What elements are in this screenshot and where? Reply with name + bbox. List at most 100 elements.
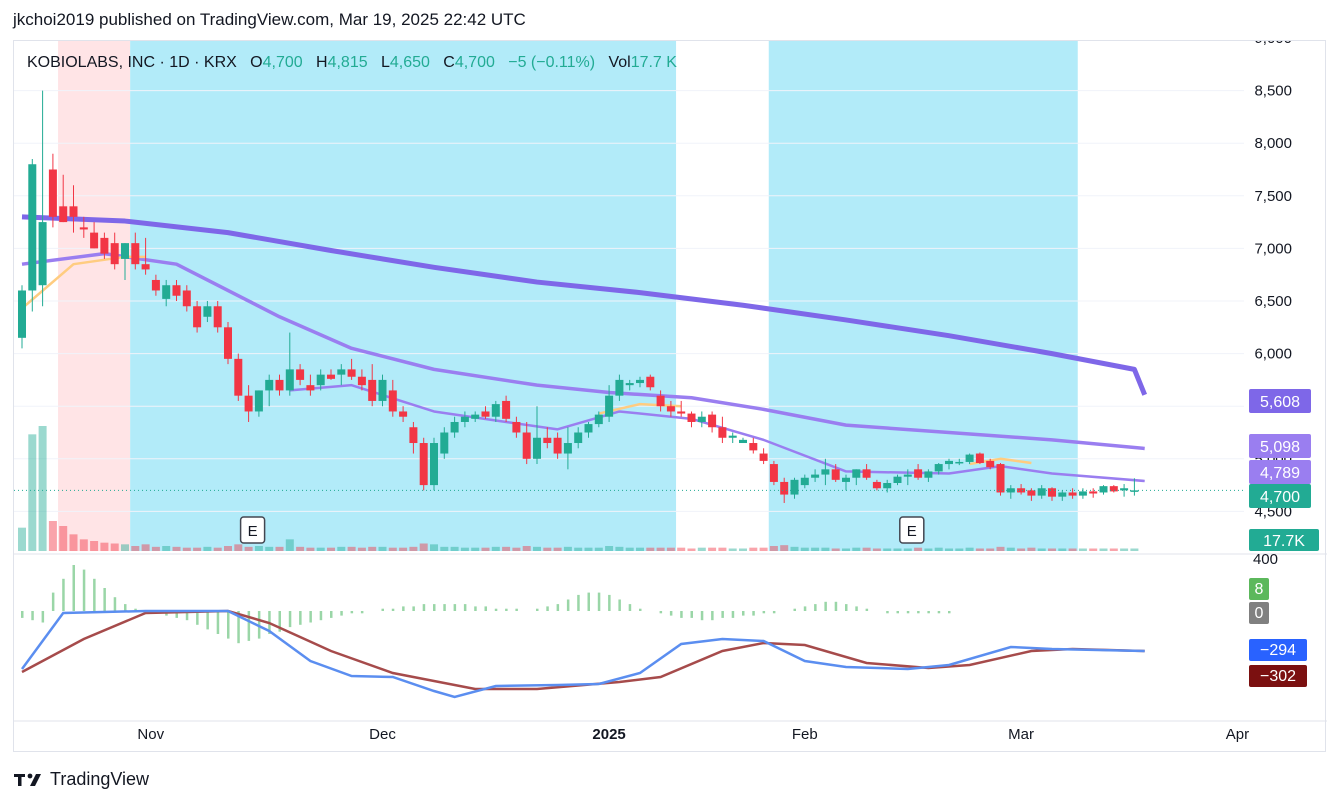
candle-body <box>893 476 902 483</box>
macd-histogram-bar <box>82 569 86 611</box>
time-tick-label: Dec <box>369 726 396 743</box>
candle-body <box>687 413 696 422</box>
price-chart[interactable]: 4,5005,0005,5006,0006,5007,0007,5008,000… <box>14 41 1327 753</box>
candle-body <box>903 474 912 477</box>
legend-vol-value: 17.7 K <box>630 54 677 71</box>
macd-histogram-bar <box>546 606 549 611</box>
tradingview-logo[interactable]: TradingView <box>14 769 149 790</box>
candle-body <box>368 379 377 401</box>
macd-histogram-bar <box>319 611 323 621</box>
candle-body <box>337 369 346 375</box>
candle-body <box>842 477 850 482</box>
volume-bar <box>110 543 119 551</box>
macd-histogram-bar <box>93 578 96 611</box>
candle-body <box>852 469 861 478</box>
volume-bar <box>131 546 140 551</box>
volume-bar <box>1068 548 1077 551</box>
macd-histogram-bar <box>855 606 858 611</box>
macd-histogram-bar <box>340 611 343 616</box>
candle-body <box>533 437 541 459</box>
candle-body <box>522 432 531 459</box>
macd-histogram-bar <box>721 611 724 618</box>
candle-body <box>213 306 222 328</box>
volume-bar <box>285 539 294 551</box>
macd-histogram-bar <box>247 611 251 641</box>
volume-bar <box>1130 548 1139 551</box>
chart-frame[interactable]: 4,5005,0005,5006,0006,5007,0007,5008,000… <box>13 40 1327 753</box>
candle-body <box>440 432 449 454</box>
volume-bar <box>491 546 500 551</box>
candle-body <box>1048 488 1056 497</box>
macd-badge-label: 0 <box>1255 605 1264 622</box>
volume-bar <box>739 548 747 551</box>
macd-histogram-bar <box>803 606 807 611</box>
volume-bar <box>883 548 892 551</box>
macd-badge <box>1249 665 1307 687</box>
macd-histogram-bar <box>659 611 663 614</box>
candle-body <box>512 421 521 433</box>
candle-body <box>347 369 356 377</box>
volume-bar <box>533 546 541 551</box>
volume-bar <box>141 544 150 551</box>
volume-bar <box>831 548 840 551</box>
macd-badge-label: 8 <box>1255 581 1264 598</box>
candle-body <box>636 379 644 384</box>
candle-body <box>388 390 397 412</box>
candle-body <box>162 285 171 299</box>
volume-bar <box>687 548 696 551</box>
macd-histogram-bar <box>731 611 735 618</box>
volume-bar <box>388 547 397 551</box>
candle-body <box>1037 488 1046 496</box>
price-badge <box>1249 434 1311 458</box>
candle-body <box>131 243 140 265</box>
macd-histogram-bar <box>330 611 333 618</box>
macd-histogram-bar <box>21 611 24 618</box>
macd-histogram-bar <box>463 604 467 611</box>
macd-histogram-bar <box>824 601 827 611</box>
macd-histogram-bar <box>587 592 590 611</box>
legend-close-value: 4,700 <box>454 54 495 71</box>
macd-histogram-bar <box>237 611 240 644</box>
macd-histogram-bar <box>927 611 930 614</box>
volume-bar <box>28 434 37 551</box>
volume-bar <box>1037 548 1046 551</box>
volume-bar <box>1089 548 1098 551</box>
candle-body <box>193 306 202 328</box>
volume-bar <box>203 546 212 551</box>
volume-bar <box>862 547 871 551</box>
candle-body <box>430 443 438 486</box>
candle-body <box>151 279 160 291</box>
candle-body <box>481 411 490 417</box>
candle-body <box>100 237 109 254</box>
macd-histogram-bar <box>433 604 436 611</box>
time-tick-label: Mar <box>1008 726 1034 743</box>
volume-bar <box>151 546 160 551</box>
candle-body <box>285 369 294 391</box>
volume-bar <box>306 547 315 551</box>
earnings-marker-label: E <box>907 523 917 540</box>
candle-body <box>90 232 99 249</box>
volume-bar <box>975 548 984 551</box>
price-badge-label: 4,700 <box>1260 489 1300 506</box>
volume-bar <box>749 547 758 551</box>
macd-histogram-bar <box>453 604 457 611</box>
candle-body <box>872 481 881 489</box>
volume-bar <box>1058 548 1067 551</box>
candle-body <box>1130 490 1139 492</box>
volume-bar <box>368 546 377 551</box>
legend-change: −5 (−0.11%) <box>508 54 596 71</box>
published-header: jkchoi2019 published on TradingView.com,… <box>13 10 526 29</box>
candle-body <box>316 374 325 386</box>
candle-body <box>28 164 37 291</box>
volume-bar <box>811 547 820 551</box>
volume-bar <box>986 548 995 551</box>
volume-bar <box>265 546 274 551</box>
volume-bar <box>1078 548 1087 551</box>
volume-bar <box>1109 548 1118 551</box>
macd-histogram-bar <box>937 611 941 614</box>
volume-bar <box>18 527 26 551</box>
macd-histogram-bar <box>31 611 34 621</box>
candle-body <box>471 414 480 419</box>
macd-histogram-bar <box>443 604 446 611</box>
candle-body <box>965 454 974 462</box>
